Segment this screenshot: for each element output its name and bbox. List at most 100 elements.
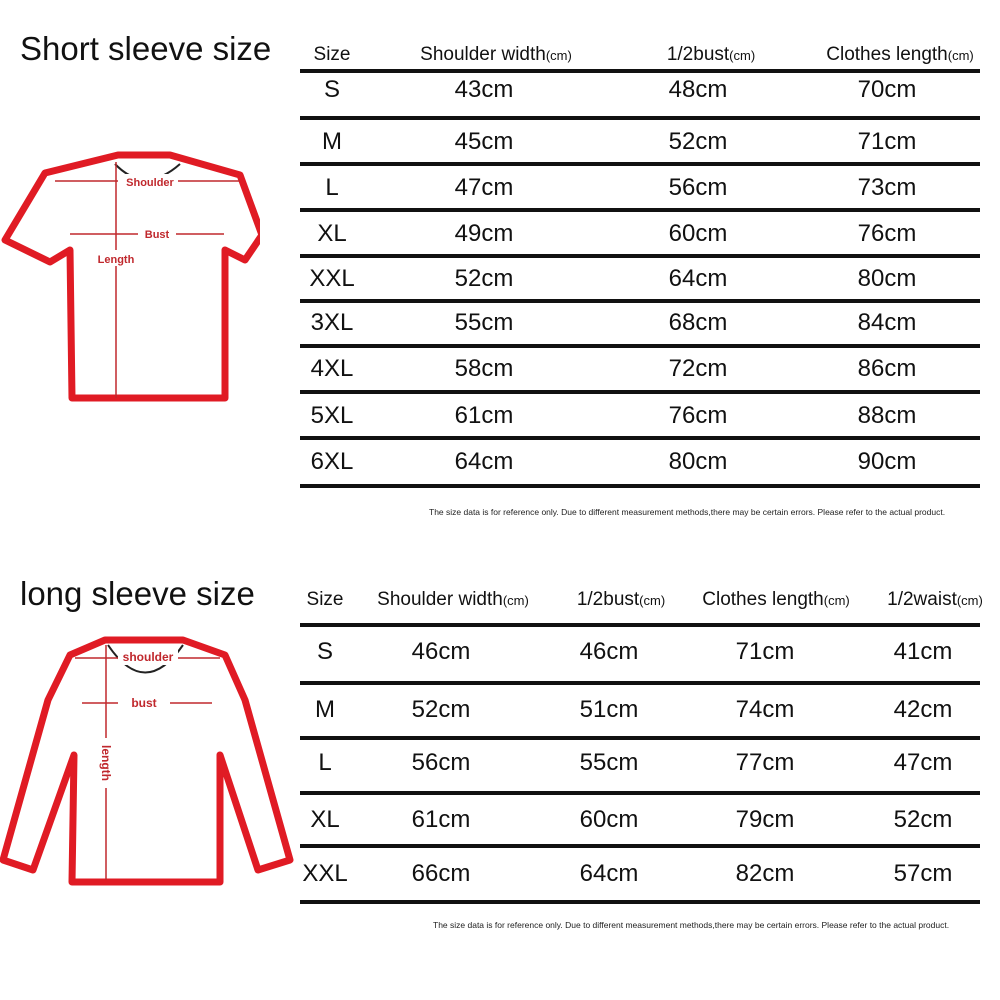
table-rule xyxy=(300,69,980,73)
table-cell: 80cm xyxy=(857,265,917,292)
table-rule xyxy=(300,344,980,348)
column-header-label: Clothes length xyxy=(702,589,824,610)
table-cell: 76cm xyxy=(668,402,728,429)
column-header-unit: (cm) xyxy=(956,593,983,608)
table-cell: 45cm xyxy=(454,128,514,155)
size-cell: XL xyxy=(317,220,347,247)
long-sleeve-shirt-diagram: shoulder bust length xyxy=(0,636,294,886)
long-sleeve-title: long sleeve size xyxy=(20,575,255,612)
column-header: Shoulder width(cm) xyxy=(420,44,572,66)
short-sleeve-title: Short sleeve size xyxy=(20,30,272,67)
column-header-unit: (cm) xyxy=(729,48,756,63)
column-header-label: Size xyxy=(306,589,344,610)
table-cell: 57cm xyxy=(893,860,953,887)
diagram-label-bust: Bust xyxy=(145,229,170,241)
table-cell: 72cm xyxy=(668,355,728,382)
size-cell: S xyxy=(323,76,341,103)
table-cell: 41cm xyxy=(893,638,953,665)
table-rule xyxy=(300,299,980,303)
table-cell: 55cm xyxy=(454,309,514,336)
diagram-label-bust: bust xyxy=(131,696,156,710)
size-cell: 6XL xyxy=(310,448,354,475)
table-cell: 77cm xyxy=(735,749,795,776)
table-cell: 43cm xyxy=(454,76,514,103)
short-sleeve-tshirt-diagram: Shoulder Bust Length xyxy=(1,151,260,402)
table-rule xyxy=(300,484,980,488)
column-header-label: Size xyxy=(313,44,351,65)
table-cell: 90cm xyxy=(857,448,917,475)
table-cell: 84cm xyxy=(857,309,917,336)
size-cell: M xyxy=(315,696,335,723)
table-cell: 79cm xyxy=(735,806,795,833)
table-cell: 61cm xyxy=(454,402,514,429)
table-cell: 48cm xyxy=(668,76,728,103)
column-header: Size xyxy=(314,44,351,66)
short-sleeve-note: The size data is for reference only. Due… xyxy=(429,507,946,517)
table-cell: 58cm xyxy=(454,355,514,382)
table-cell: 76cm xyxy=(857,220,917,247)
column-header: Clothes length(cm) xyxy=(826,44,973,66)
table-cell: 46cm xyxy=(579,638,639,665)
table-cell: 66cm xyxy=(411,860,471,887)
table-cell: 47cm xyxy=(893,749,953,776)
table-cell: 56cm xyxy=(668,174,728,201)
table-rule xyxy=(300,900,980,904)
table-cell: 80cm xyxy=(668,448,728,475)
size-cell: 5XL xyxy=(310,402,354,429)
column-header-unit: (cm) xyxy=(502,593,529,608)
long-sleeve-note: The size data is for reference only. Due… xyxy=(433,920,950,930)
column-header: 1/2bust(cm) xyxy=(667,44,755,66)
table-cell: 46cm xyxy=(411,638,471,665)
table-rule xyxy=(300,623,980,627)
column-header: 1/2waist(cm) xyxy=(887,589,983,611)
column-header-label: 1/2bust xyxy=(576,589,640,610)
size-cell: 3XL xyxy=(310,309,354,336)
table-cell: 74cm xyxy=(735,696,795,723)
column-header-unit: (cm) xyxy=(545,48,572,63)
table-rule xyxy=(300,436,980,440)
table-cell: 73cm xyxy=(857,174,917,201)
table-cell: 71cm xyxy=(735,638,795,665)
column-header-unit: (cm) xyxy=(639,593,666,608)
table-cell: 64cm xyxy=(668,265,728,292)
column-header-unit: (cm) xyxy=(823,593,850,608)
table-cell: 55cm xyxy=(579,749,639,776)
table-rule xyxy=(300,681,980,685)
column-header: Clothes length(cm) xyxy=(702,589,849,611)
table-cell: 52cm xyxy=(411,696,471,723)
table-rule xyxy=(300,844,980,848)
table-rule xyxy=(300,791,980,795)
column-header-label: 1/2bust xyxy=(666,44,730,65)
table-cell: 88cm xyxy=(857,402,917,429)
diagram-label-length: Length xyxy=(98,254,135,266)
table-cell: 86cm xyxy=(857,355,917,382)
column-header: Shoulder width(cm) xyxy=(377,589,529,611)
table-rule xyxy=(300,736,980,740)
table-cell: 52cm xyxy=(668,128,728,155)
column-header: 1/2bust(cm) xyxy=(577,589,665,611)
column-header-unit: (cm) xyxy=(947,48,974,63)
table-cell: 64cm xyxy=(579,860,639,887)
table-cell: 68cm xyxy=(668,309,728,336)
table-cell: 71cm xyxy=(857,128,917,155)
diagram-label-shoulder: shoulder xyxy=(123,650,174,664)
diagram-label-shoulder: Shoulder xyxy=(126,177,174,189)
column-header-label: Clothes length xyxy=(826,44,948,65)
table-cell: 70cm xyxy=(857,76,917,103)
table-rule xyxy=(300,254,980,258)
column-header-label: Shoulder width xyxy=(377,589,503,610)
table-cell: 42cm xyxy=(893,696,953,723)
size-cell: 4XL xyxy=(310,355,354,382)
column-header-label: 1/2waist xyxy=(887,589,957,610)
diagram-label-length: length xyxy=(99,745,113,781)
column-header-label: Shoulder width xyxy=(420,44,546,65)
table-cell: 49cm xyxy=(454,220,514,247)
size-cell: S xyxy=(316,638,334,665)
table-rule xyxy=(300,116,980,120)
table-cell: 61cm xyxy=(411,806,471,833)
table-cell: 52cm xyxy=(454,265,514,292)
table-rule xyxy=(300,390,980,394)
table-cell: 60cm xyxy=(668,220,728,247)
size-cell: L xyxy=(318,749,332,776)
